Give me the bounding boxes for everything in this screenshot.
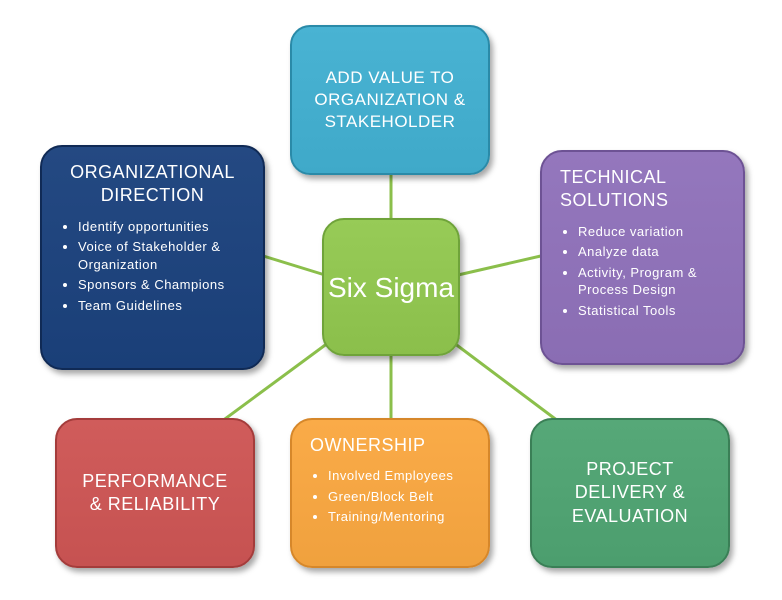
bullet-item: Voice of Stakeholder & Organization [78,238,245,273]
bullet-item: Involved Employees [328,467,470,485]
node-bottom-right: PROJECT DELIVERY & EVALUATION [530,418,730,568]
node-title: PROJECT DELIVERY & EVALUATION [550,458,710,528]
bullet-item: Statistical Tools [578,302,725,320]
bullet-item: Green/Block Belt [328,488,470,506]
bullet-item: Team Guidelines [78,297,245,315]
bullet-item: Reduce variation [578,223,725,241]
bullet-item: Identify opportunities [78,218,245,236]
node-top: ADD VALUE TO ORGANIZATION & STAKEHOLDER [290,25,490,175]
node-right: TECHNICAL SOLUTIONS Reduce variation Analy… [540,150,745,365]
node-bullets: Reduce variation Analyze data Activity, Pr… [560,223,725,320]
node-bullets: Identify opportunities Voice of Stakehold… [60,218,245,315]
node-title: TECHNICAL SOLUTIONS [560,166,725,213]
bullet-item: Activity, Program & Process Design [578,264,725,299]
node-title: ORGANIZATIONAL DIRECTION [60,161,245,208]
node-left: ORGANIZATIONAL DIRECTION Identify opportu… [40,145,265,370]
node-title: ADD VALUE TO ORGANIZATION & STAKEHOLDER [310,67,470,133]
node-bottom-left: PERFORMANCE & RELIABILITY [55,418,255,568]
six-sigma-diagram: ADD VALUE TO ORGANIZATION & STAKEHOLDER O… [0,0,782,600]
node-bottom-center: OWNERSHIP Involved Employees Green/Block B… [290,418,490,568]
center-node: Six Sigma [322,218,460,356]
bullet-item: Training/Mentoring [328,508,470,526]
bullet-item: Analyze data [578,243,725,261]
node-bullets: Involved Employees Green/Block Belt Traini… [310,467,470,526]
node-title: PERFORMANCE & RELIABILITY [75,470,235,517]
center-label: Six Sigma [328,270,454,305]
node-title: OWNERSHIP [310,434,470,457]
bullet-item: Sponsors & Champions [78,276,245,294]
